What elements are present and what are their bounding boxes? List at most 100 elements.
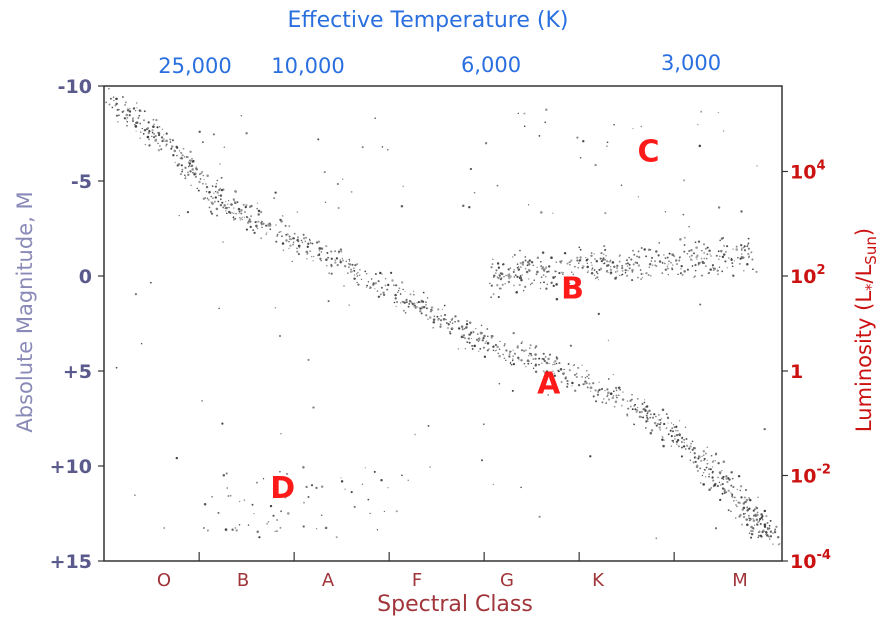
star-point (305, 485, 308, 489)
star-point (745, 489, 747, 491)
star-point (183, 156, 186, 158)
star-point (175, 456, 178, 460)
star-point (626, 262, 629, 265)
star-point (213, 200, 216, 203)
star-point (639, 269, 642, 271)
star-point (523, 125, 526, 127)
star-point (768, 527, 771, 530)
star-point (532, 264, 534, 266)
star-point (527, 362, 530, 365)
star-point (387, 283, 390, 287)
star-point (717, 250, 720, 253)
star-point (296, 211, 299, 213)
star-point (717, 462, 720, 465)
star-point (567, 363, 570, 365)
star-point (244, 205, 247, 209)
star-point (693, 447, 696, 450)
star-point (694, 456, 697, 459)
star-point (437, 318, 440, 321)
star-point (747, 237, 750, 240)
star-point (373, 470, 376, 473)
star-point (441, 308, 444, 311)
star-point (191, 158, 193, 160)
star-point (553, 363, 556, 366)
star-point (523, 362, 526, 365)
star-point (143, 119, 145, 122)
star-point (629, 405, 632, 408)
star-point (111, 106, 114, 109)
star-point (147, 131, 150, 135)
star-point (605, 270, 608, 273)
star-point (307, 242, 310, 245)
star-point (631, 408, 634, 411)
star-point (587, 270, 589, 272)
star-point (632, 249, 634, 252)
star-point (613, 405, 616, 408)
star-point (353, 505, 356, 509)
star-point (712, 479, 715, 482)
star-point (404, 312, 407, 314)
star-point (284, 496, 287, 499)
star-point (191, 168, 194, 171)
star-point (412, 305, 415, 307)
star-point (276, 530, 278, 532)
star-point (376, 529, 379, 531)
star-point (118, 108, 120, 111)
star-point (701, 474, 704, 477)
star-point (195, 166, 198, 168)
star-point (302, 233, 305, 236)
star-point (261, 220, 263, 223)
star-point (517, 268, 521, 271)
star-point (710, 487, 713, 489)
star-point (154, 135, 157, 138)
star-point (399, 293, 402, 295)
star-point (422, 291, 425, 294)
star-point (221, 422, 224, 425)
star-point (666, 256, 669, 259)
star-point (645, 255, 648, 258)
star-point (403, 310, 405, 312)
star-point (545, 276, 547, 278)
star-point (187, 171, 189, 174)
star-point (252, 229, 255, 232)
star-point (743, 496, 746, 499)
star-point (508, 276, 511, 280)
star-point (718, 266, 721, 268)
star-point (462, 336, 464, 338)
star-point (663, 439, 665, 441)
star-point (251, 503, 254, 506)
star-point (628, 263, 631, 266)
star-point (536, 266, 538, 268)
star-point (163, 527, 166, 529)
star-point (482, 346, 486, 349)
star-point (289, 244, 292, 247)
star-point (720, 237, 724, 240)
star-point (680, 268, 682, 270)
star-point (677, 429, 679, 432)
star-point (701, 250, 703, 252)
star-point (488, 348, 490, 350)
star-point (560, 271, 563, 274)
star-point (520, 486, 522, 489)
star-point (576, 256, 579, 259)
star-point (560, 381, 563, 383)
star-point (238, 212, 240, 214)
star-point (606, 141, 609, 144)
star-point (503, 344, 506, 347)
star-point (394, 297, 397, 300)
star-point (552, 374, 554, 376)
star-point (412, 290, 415, 293)
star-point (492, 258, 494, 260)
star-point (607, 391, 610, 395)
star-point (217, 200, 220, 203)
star-point (730, 484, 733, 487)
star-point (578, 259, 581, 262)
star-point (239, 219, 242, 221)
star-point (591, 268, 593, 271)
star-point (326, 251, 329, 254)
star-point (339, 260, 342, 264)
star-point (544, 356, 547, 358)
star-point (637, 250, 640, 253)
star-point (714, 460, 716, 462)
star-point (403, 301, 406, 304)
